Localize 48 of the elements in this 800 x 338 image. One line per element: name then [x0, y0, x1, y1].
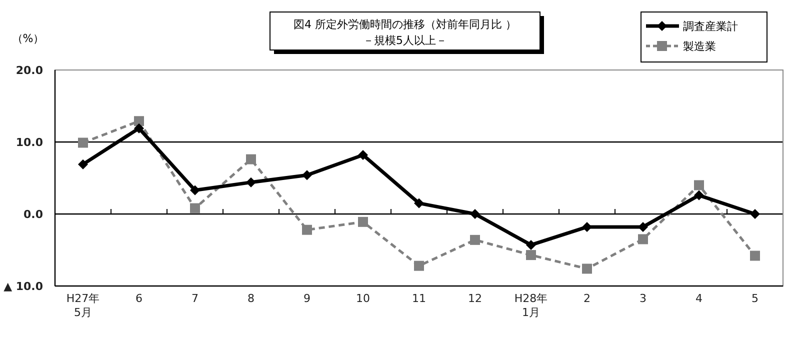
x-tick-label: H28年 1月 — [514, 292, 548, 319]
point — [750, 250, 760, 261]
x-tick-label: H27年 5月 — [66, 292, 100, 319]
point — [134, 123, 144, 134]
y-tick-label: 10.0 — [16, 136, 44, 149]
point — [78, 138, 88, 148]
point — [190, 185, 200, 196]
point — [694, 190, 704, 200]
point — [190, 203, 200, 214]
chart-subtitle: －規模5人以上－ — [363, 34, 447, 47]
point — [526, 250, 536, 260]
point — [414, 260, 424, 271]
point — [582, 264, 592, 274]
point — [526, 240, 536, 250]
point — [470, 234, 480, 245]
x-tick-label: 8 — [248, 292, 254, 305]
x-tick-label: 7 — [192, 292, 198, 305]
point — [358, 150, 368, 160]
point — [750, 209, 760, 219]
x-tick-label: 9 — [304, 292, 310, 305]
point — [246, 154, 256, 164]
y-tick-label: 20.0 — [16, 64, 44, 77]
point — [358, 216, 368, 227]
x-tick-label: 6 — [136, 292, 142, 305]
point — [414, 198, 424, 208]
x-tick-label: 12 — [468, 292, 482, 305]
x-tick-label: 5 — [752, 292, 758, 305]
point — [134, 116, 144, 126]
x-tick-label: 10 — [356, 292, 370, 305]
point — [302, 224, 312, 235]
point — [638, 222, 648, 232]
point — [638, 234, 648, 244]
x-tick-label: 2 — [584, 292, 590, 305]
point — [582, 222, 592, 232]
legend-label: 調査産業計 — [683, 20, 738, 33]
point — [694, 180, 704, 190]
point — [246, 177, 256, 188]
x-tick-label: 11 — [412, 292, 426, 305]
legend-label: 製造業 — [683, 40, 716, 53]
x-tick-label: 4 — [696, 292, 702, 305]
y-tick-label: ▲ 10.0 — [4, 280, 44, 293]
point — [470, 209, 480, 219]
chart-title: 図4 所定外労働時間の推移（対前年同月比 ） — [294, 18, 516, 31]
point — [78, 159, 88, 170]
y-tick-label: 0.0 — [24, 208, 44, 221]
point — [302, 170, 312, 180]
y-axis-title: （%） — [12, 32, 44, 45]
x-tick-label: 3 — [640, 292, 646, 305]
